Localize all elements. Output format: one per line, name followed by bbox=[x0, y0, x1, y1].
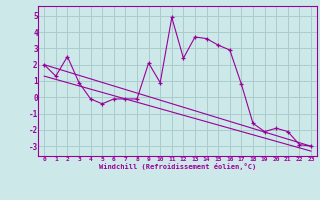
X-axis label: Windchill (Refroidissement éolien,°C): Windchill (Refroidissement éolien,°C) bbox=[99, 163, 256, 170]
